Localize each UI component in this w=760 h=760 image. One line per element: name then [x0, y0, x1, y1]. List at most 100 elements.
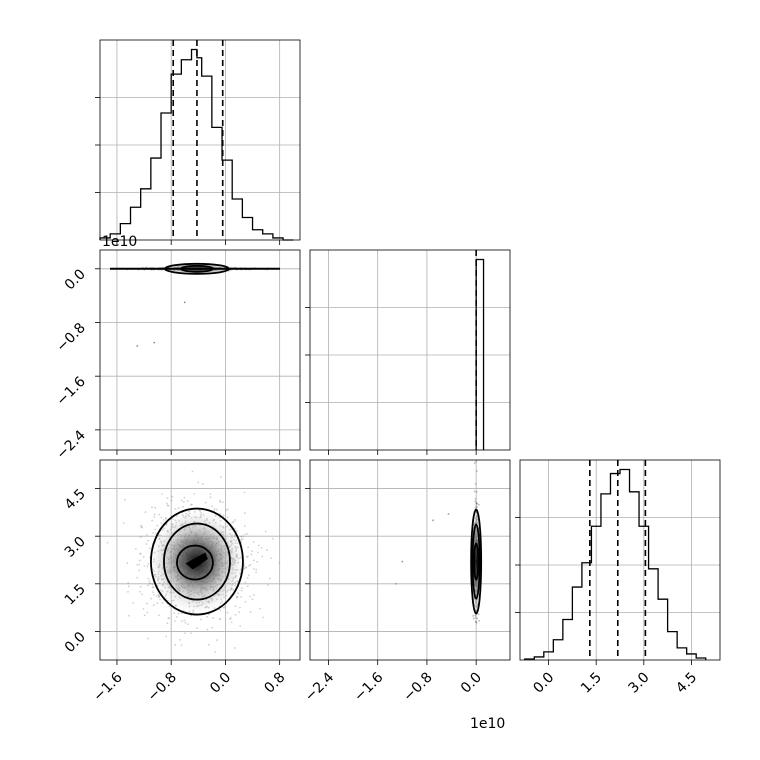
sample-point [252, 541, 255, 543]
sample-point [149, 582, 151, 584]
sample-point [166, 622, 169, 625]
offset-label: 1e10 [102, 234, 137, 250]
sample-point [474, 497, 477, 500]
sample-point [473, 490, 476, 493]
sample-point [142, 608, 145, 610]
x-tick-label: 3.0 [626, 670, 653, 697]
sample-point [160, 522, 163, 525]
sample-point [252, 559, 255, 562]
sample-point [219, 609, 222, 612]
sample-point [206, 615, 209, 618]
contour-level [180, 264, 214, 273]
sample-point [244, 533, 246, 536]
contour-level [471, 523, 481, 600]
param3-histogram-step [524, 468, 707, 660]
axes-frame [519, 459, 721, 661]
sample-point [138, 563, 141, 566]
offset-label: 1e10 [470, 716, 505, 732]
sample-point [139, 536, 142, 539]
sample-point [267, 584, 269, 587]
sample-point [222, 606, 225, 609]
sample-point [122, 522, 125, 524]
sample-point [147, 539, 150, 542]
sample-point [209, 496, 212, 499]
sample-point [145, 534, 148, 536]
x-tick-label: 4.5 [673, 670, 700, 697]
sample-point [474, 482, 477, 485]
sample-point [182, 505, 185, 508]
sample-point [249, 563, 252, 566]
sample-point [246, 532, 249, 535]
sample-point [179, 638, 182, 641]
sample-point [212, 617, 215, 619]
sample-point [184, 632, 186, 635]
sample-point [244, 600, 247, 603]
sample-point [151, 582, 153, 585]
sample-point [180, 620, 183, 623]
scatter-points [395, 460, 481, 624]
sample-point [184, 621, 187, 624]
sample-point [177, 612, 180, 615]
y-tick-label: −1.6 [53, 374, 88, 409]
sample-point [213, 508, 216, 510]
sample-point [175, 615, 178, 618]
sample-point [474, 507, 477, 509]
sample-point [136, 345, 139, 347]
sample-point [187, 623, 190, 626]
sample-point [475, 490, 478, 493]
sample-point [153, 341, 156, 344]
sample-point [155, 595, 158, 598]
sample-point [127, 590, 129, 593]
sample-point [472, 615, 475, 617]
sample-point [157, 594, 160, 596]
contour-level [164, 262, 230, 275]
sample-point [243, 512, 246, 515]
sample-point [214, 650, 217, 653]
sample-point [146, 611, 149, 614]
sample-point [234, 527, 236, 530]
sample-point [149, 582, 151, 585]
sample-point [127, 585, 130, 588]
x-tick-label: −0.8 [400, 670, 435, 705]
sample-point [147, 577, 150, 580]
sample-point [395, 582, 398, 585]
sample-point [266, 549, 268, 552]
sample-point [240, 538, 243, 541]
x-tick-label: 1.5 [578, 670, 605, 697]
sample-point [190, 632, 192, 635]
sample-point [246, 577, 249, 579]
sample-point [191, 470, 194, 473]
sample-point [261, 555, 264, 558]
sample-point [240, 587, 243, 590]
sample-point [156, 602, 159, 605]
sample-point [252, 568, 255, 570]
sample-point [218, 617, 221, 620]
sample-point [139, 585, 142, 588]
sample-point [472, 617, 475, 620]
sample-point [271, 537, 274, 540]
sample-point [124, 498, 126, 501]
param1-histogram-step [99, 48, 294, 241]
sample-point [269, 577, 271, 580]
y-tick-label: −0.8 [53, 320, 88, 355]
sample-point [240, 535, 242, 538]
sample-point [158, 513, 161, 516]
sample-point [193, 493, 196, 495]
sample-point [190, 503, 192, 506]
sample-point [278, 562, 281, 564]
sample-point [237, 592, 239, 595]
sample-point [238, 611, 241, 614]
sample-point [251, 598, 254, 601]
sample-point [161, 493, 163, 495]
sample-point [401, 560, 404, 563]
sample-point [156, 524, 159, 527]
sample-point [233, 647, 236, 649]
sample-point [140, 526, 143, 528]
sample-point [222, 501, 224, 504]
sample-point [477, 613, 480, 616]
sample-point [183, 301, 186, 304]
y-tick-label: 1.5 [62, 581, 89, 608]
sample-point [478, 503, 480, 506]
sample-point [138, 590, 141, 593]
sample-point [136, 563, 139, 566]
